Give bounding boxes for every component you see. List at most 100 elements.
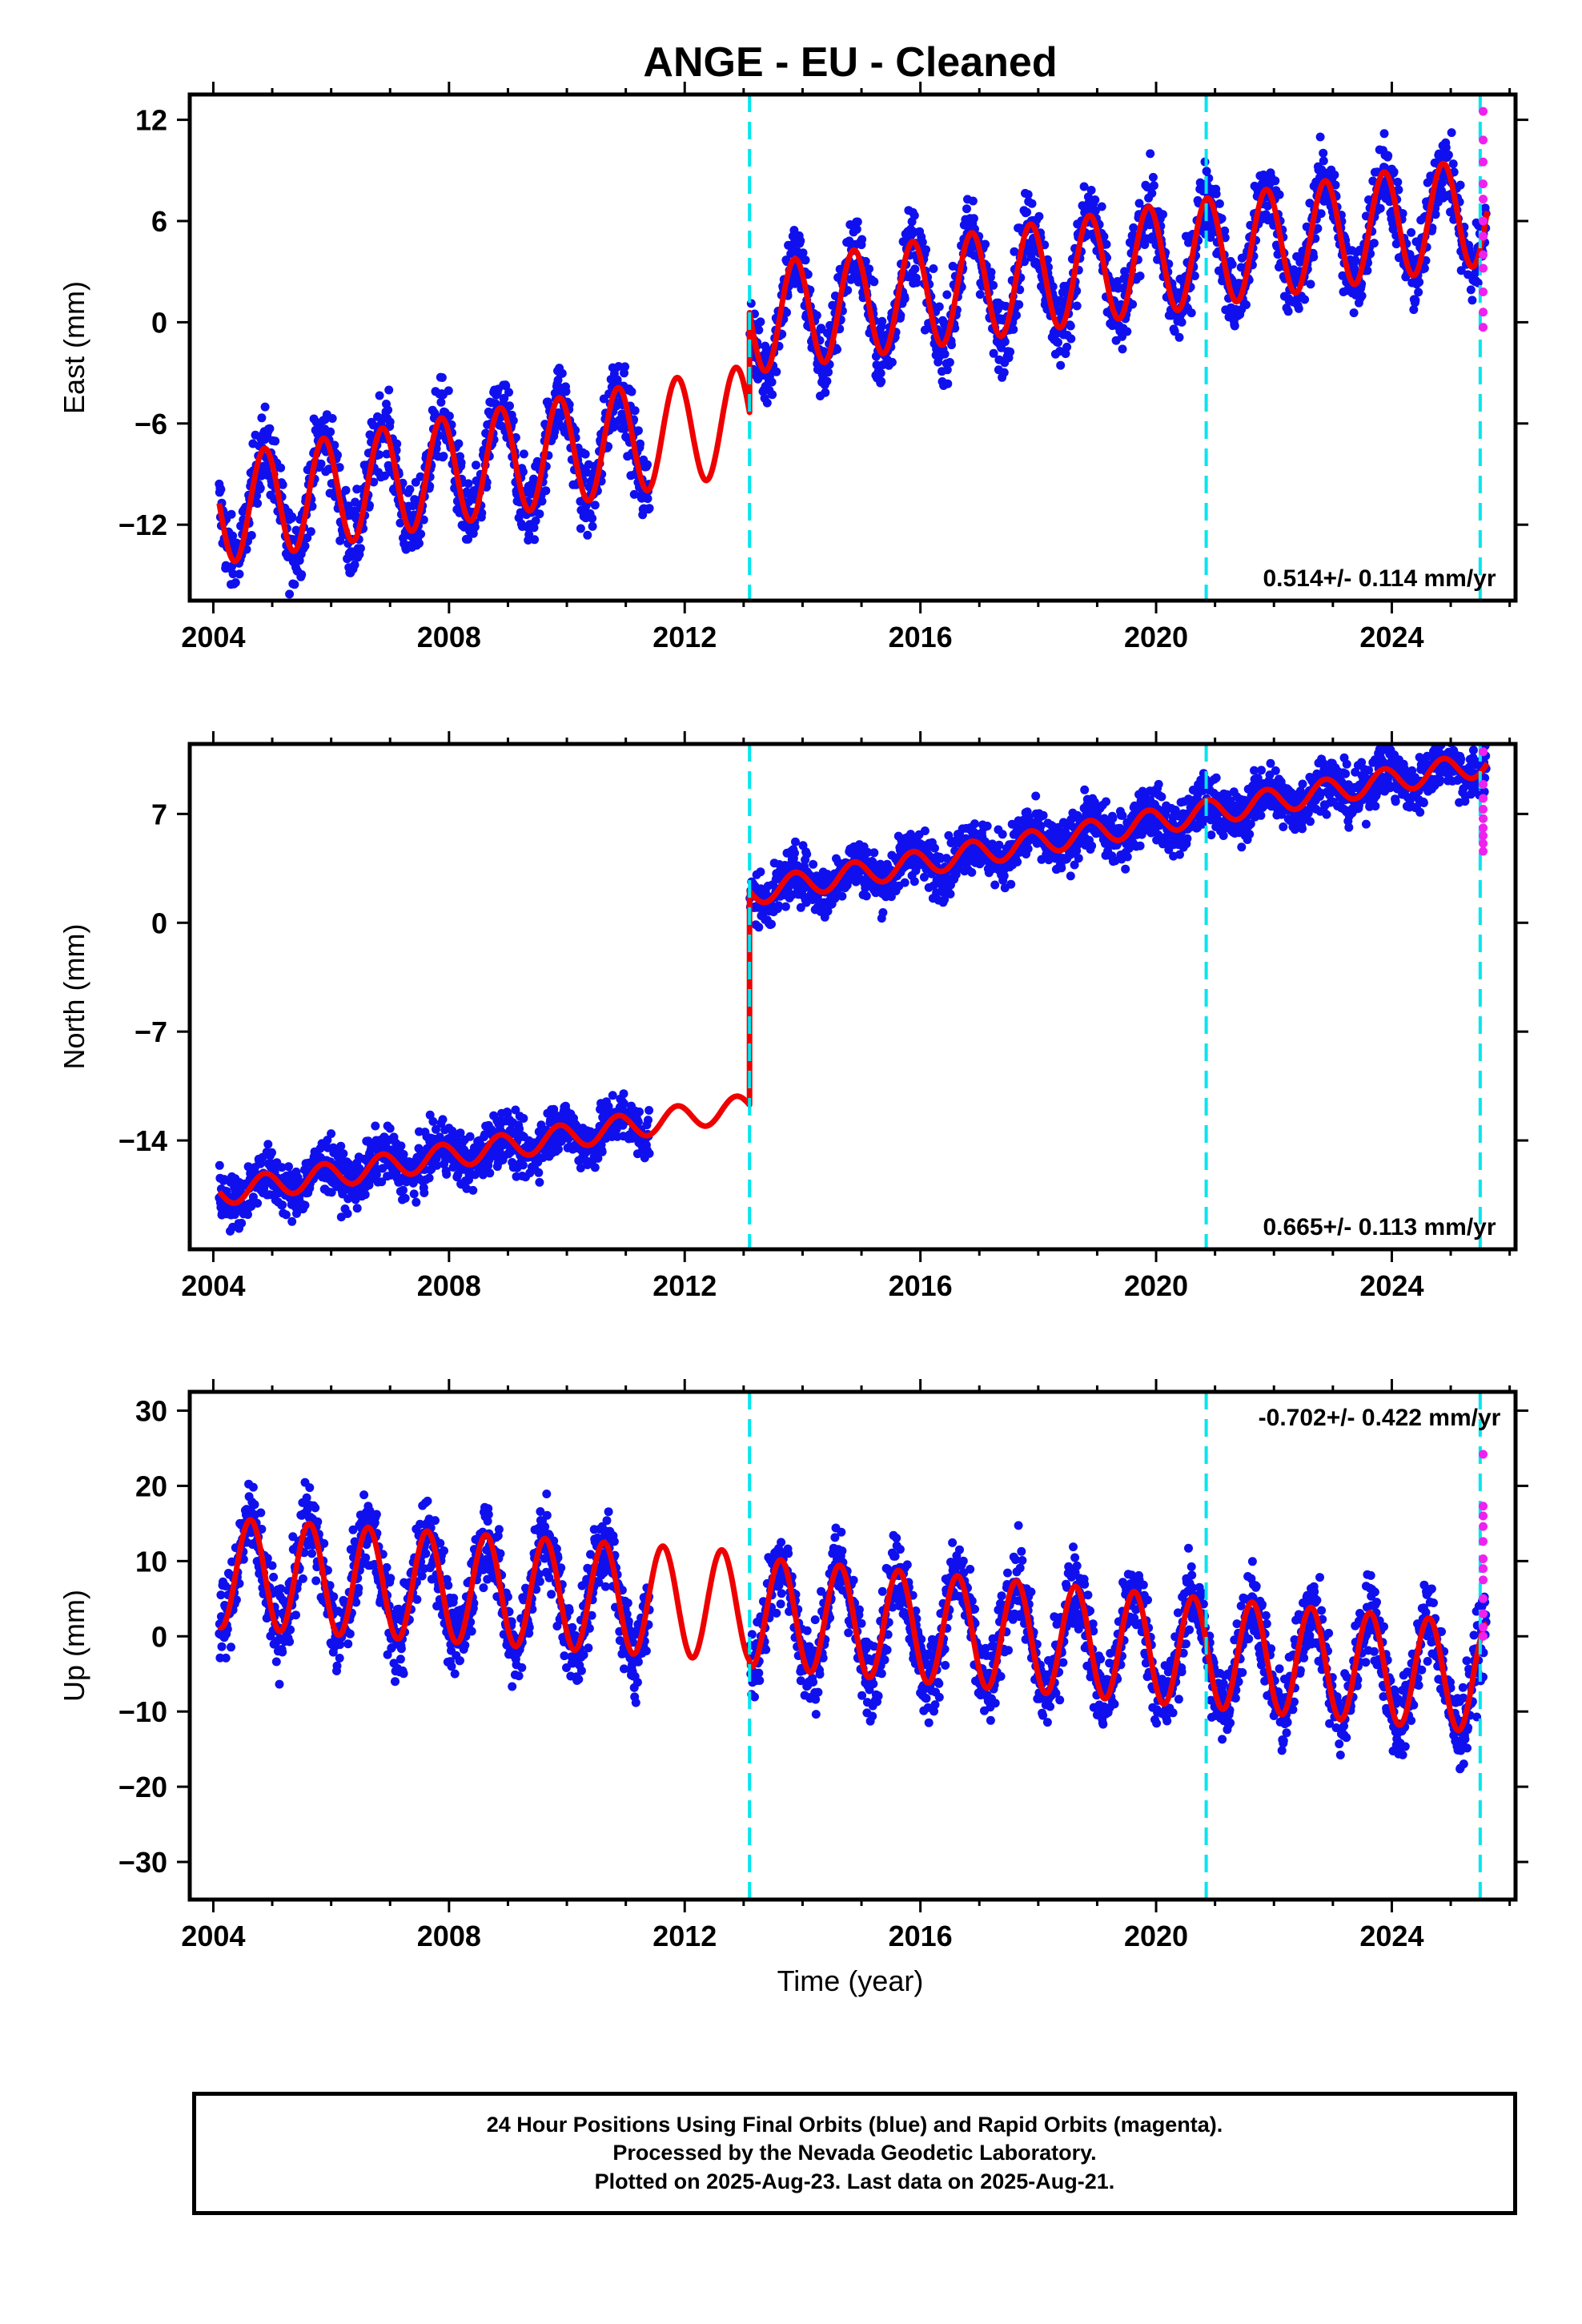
- chart-title: ANGE - EU - Cleaned: [643, 39, 1057, 86]
- rate-label: 0.514+/- 0.114 mm/yr: [1263, 565, 1496, 592]
- data-point: [228, 531, 238, 541]
- data-point: [260, 402, 270, 412]
- data-point: [1135, 271, 1145, 281]
- data-point: [352, 1204, 362, 1213]
- data-point: [861, 891, 871, 901]
- data-point: [333, 450, 342, 460]
- data-point: [791, 837, 800, 846]
- x-tick-label: 2004: [181, 621, 245, 653]
- data-point: [1102, 797, 1110, 806]
- data-point: [619, 1089, 628, 1099]
- data-point: [852, 224, 861, 234]
- data-point: [917, 237, 927, 247]
- data-point: [1414, 287, 1423, 297]
- data-point: [812, 311, 821, 320]
- data-point: [809, 859, 818, 869]
- rapid-point: [1479, 323, 1488, 332]
- data-point: [278, 480, 287, 489]
- data-point: [1375, 203, 1385, 213]
- data-point: [975, 290, 985, 300]
- data-point: [1056, 360, 1066, 370]
- rapid-point: [1479, 263, 1488, 273]
- data-point: [228, 569, 238, 579]
- data-point: [986, 267, 996, 277]
- data-point: [1157, 792, 1166, 802]
- data-point: [837, 891, 847, 901]
- data-point: [921, 245, 930, 255]
- data-point: [782, 308, 791, 317]
- data-point: [912, 278, 921, 287]
- data-point: [1170, 327, 1179, 336]
- data-point: [535, 509, 544, 519]
- data-point: [1090, 195, 1100, 204]
- data-point: [1000, 337, 1010, 347]
- data-point: [360, 1190, 370, 1200]
- data-point: [263, 1140, 273, 1149]
- data-point: [375, 450, 384, 460]
- data-point: [803, 270, 813, 279]
- data-point: [999, 368, 1009, 377]
- data-point: [400, 1193, 410, 1203]
- data-point: [265, 424, 275, 433]
- data-point: [644, 504, 654, 513]
- data-point: [410, 495, 420, 505]
- data-point: [1128, 300, 1138, 309]
- data-point: [371, 1121, 380, 1131]
- data-point: [930, 843, 939, 853]
- data-point: [1086, 186, 1096, 195]
- data-point: [276, 463, 286, 472]
- data-point: [1349, 308, 1359, 318]
- data-point: [438, 1115, 448, 1124]
- data-point: [900, 294, 909, 304]
- data-point: [531, 516, 540, 525]
- y-tick-label: 0: [151, 306, 167, 339]
- data-point: [392, 439, 402, 448]
- data-point: [1415, 277, 1424, 287]
- data-point: [1369, 239, 1379, 248]
- data-point: [420, 1188, 429, 1197]
- data-point: [1330, 170, 1339, 179]
- data-point: [1062, 342, 1072, 352]
- data-point: [588, 513, 597, 523]
- data-point: [767, 919, 776, 929]
- data-point: [969, 214, 978, 223]
- data-point: [940, 349, 950, 359]
- data-point: [534, 1168, 544, 1177]
- data-point: [1061, 349, 1070, 359]
- data-point: [529, 523, 539, 533]
- data-point: [583, 530, 592, 540]
- rapid-point: [1479, 157, 1488, 167]
- data-point: [1300, 295, 1310, 304]
- data-point: [1315, 132, 1325, 142]
- data-point: [1186, 308, 1196, 318]
- data-point: [1022, 207, 1032, 217]
- data-point: [284, 1162, 293, 1172]
- data-point: [896, 311, 905, 320]
- data-point: [869, 848, 879, 858]
- data-point: [1319, 148, 1328, 158]
- data-point: [1023, 844, 1033, 854]
- data-point: [557, 368, 567, 378]
- data-point: [833, 344, 841, 354]
- data-point: [416, 529, 426, 539]
- data-point: [1148, 172, 1158, 182]
- data-point: [643, 494, 652, 504]
- data-point: [1283, 307, 1293, 316]
- data-point: [756, 867, 765, 877]
- data-point: [1010, 247, 1019, 256]
- data-point: [627, 387, 636, 396]
- data-point: [1319, 156, 1328, 166]
- data-point: [442, 1169, 452, 1179]
- data-point: [970, 819, 979, 829]
- data-point: [1118, 344, 1127, 354]
- rapid-point: [1479, 287, 1488, 296]
- data-point: [857, 235, 867, 244]
- data-point: [399, 1185, 408, 1195]
- data-point: [253, 1199, 263, 1208]
- data-point: [350, 560, 359, 569]
- data-point: [635, 1107, 644, 1116]
- data-point: [1048, 282, 1058, 292]
- data-point: [409, 1189, 419, 1199]
